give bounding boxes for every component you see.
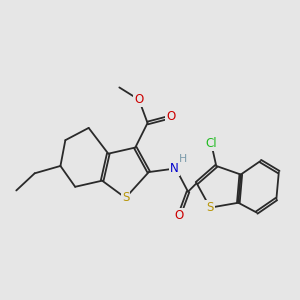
Text: S: S [122, 191, 129, 204]
Text: O: O [134, 93, 144, 106]
Text: O: O [166, 110, 176, 123]
Text: H: H [179, 154, 187, 164]
Text: Cl: Cl [206, 137, 217, 150]
Text: S: S [206, 201, 214, 214]
Text: N: N [170, 162, 179, 175]
Text: O: O [175, 208, 184, 221]
